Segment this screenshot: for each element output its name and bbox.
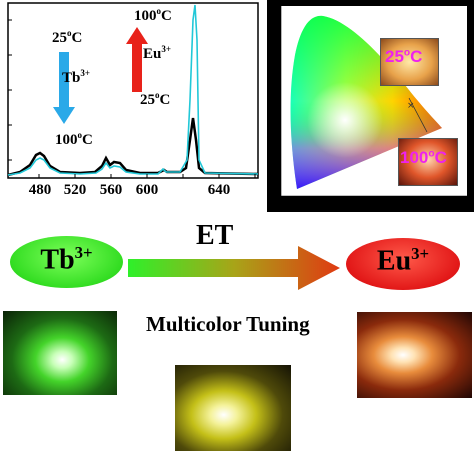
eu-temp-end-label: 25oC [140,90,171,108]
cie-y-ticks: 0.9 0.8 0.7 0.6 0.5 0.4 0.3 0.2 0.1 0.0 [268,3,276,180]
spectrum-x-tick-640: 640 [207,182,231,198]
photo-100c-inset [398,138,458,186]
spectrum-x-tick-560: 560 [99,182,123,198]
photo-25c-label: 25oC [385,47,423,66]
photo-25c-inset [380,38,439,86]
multicolor-tuning-caption: Multicolor Tuning [146,312,310,336]
spectrum-x-tick-600: 600 [135,182,159,198]
eu-ion-label: Eu3+ [143,44,171,62]
emission-spectrum-chart [7,2,259,179]
donor-label-tb: Tb3+ [40,243,93,276]
tb-temp-start-label: 25oC [52,28,83,46]
eu-temp-start-label: 100oC [134,6,172,24]
photo-red-emission [357,312,472,398]
tb-ion-label: Tb3+ [62,68,90,86]
tb-temp-end-label: 100oC [55,130,93,148]
energy-transfer-arrow [128,246,340,290]
spectrum-curve-black [7,117,259,177]
photo-100c-label: 100oC [400,148,447,167]
acceptor-label-eu: Eu3+ [376,244,430,277]
spectrum-x-tick-520: 520 [63,182,87,198]
energy-transfer-label: ET [196,220,234,251]
emission-spectrum-panel: 480 520 560 600 640 25oC Tb3+ 100oC 100o… [0,0,262,205]
photo-green-emission [3,311,117,395]
photo-yellow-emission [175,365,291,451]
donor-ellipse-tb [10,236,123,288]
cie-x-ticks: 0.0 0.1 0.2 0.3 0.4 0.5 0.6 0.7 0.8 [285,199,471,206]
acceptor-ellipse-eu [346,238,460,290]
spectrum-curve-cyan [7,4,259,176]
svg-text:×: × [407,101,415,111]
spectrum-x-tick-480: 480 [28,182,52,198]
cie-diagram-panel: × 0.9 0.8 0.7 0.6 0.5 0.4 0.3 0.2 0.1 0.… [267,0,474,212]
